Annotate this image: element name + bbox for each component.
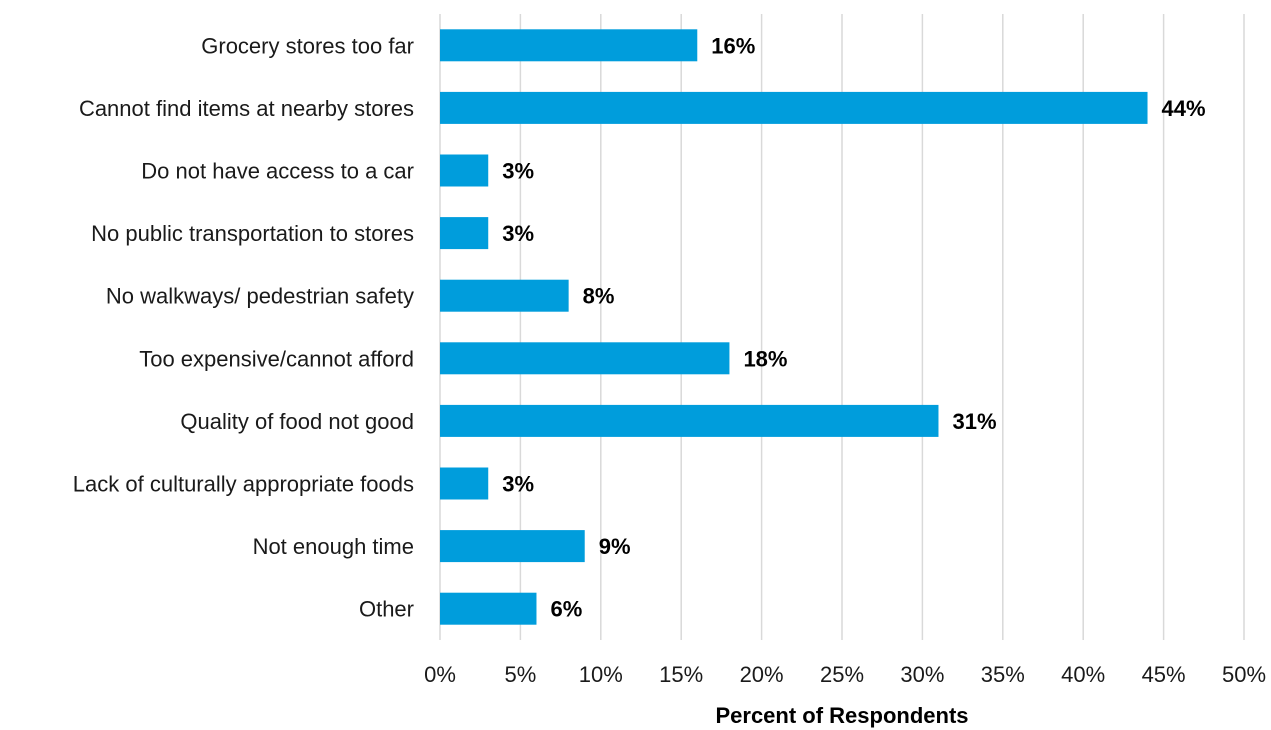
data-label: 3%	[502, 472, 534, 497]
category-label: Grocery stores too far	[201, 33, 414, 58]
bar	[440, 29, 698, 62]
bar	[440, 342, 730, 375]
bar	[440, 467, 489, 500]
data-labels: 16% 44% 3% 3% 8% 18% 31% 3% 9% 6%	[502, 33, 1205, 621]
bar	[440, 154, 489, 187]
data-label: 8%	[583, 284, 615, 309]
x-tick-label: 45%	[1142, 662, 1186, 687]
x-tick-label: 30%	[900, 662, 944, 687]
data-label: 31%	[952, 409, 996, 434]
bar	[440, 91, 1148, 124]
x-tick-label: 50%	[1222, 662, 1266, 687]
data-label: 3%	[502, 221, 534, 246]
data-label: 18%	[743, 346, 787, 371]
x-tick-labels: 0% 5% 10% 15% 20% 25% 30% 35% 40% 45% 50%	[424, 662, 1266, 687]
x-tick-label: 35%	[981, 662, 1025, 687]
x-tick-label: 5%	[505, 662, 537, 687]
x-tick-label: 0%	[424, 662, 456, 687]
x-tick-label: 20%	[740, 662, 784, 687]
data-label: 16%	[711, 33, 755, 58]
data-label: 6%	[550, 597, 582, 622]
category-label: Lack of culturally appropriate foods	[73, 472, 414, 497]
data-label: 44%	[1162, 96, 1206, 121]
category-label: Quality of food not good	[180, 409, 414, 434]
data-label: 3%	[502, 159, 534, 184]
category-label: Other	[359, 597, 414, 622]
category-labels: Grocery stores too far Cannot find items …	[73, 33, 414, 621]
x-tick-label: 25%	[820, 662, 864, 687]
category-label: Cannot find items at nearby stores	[79, 96, 414, 121]
category-label: No public transportation to stores	[91, 221, 414, 246]
bar	[440, 217, 489, 250]
data-label: 9%	[599, 534, 631, 559]
category-label: No walkways/ pedestrian safety	[106, 284, 414, 309]
bars	[440, 29, 1148, 625]
x-tick-label: 40%	[1061, 662, 1105, 687]
bar	[440, 592, 537, 625]
bar	[440, 530, 585, 563]
bar	[440, 404, 939, 437]
x-tick-label: 15%	[659, 662, 703, 687]
category-label: Do not have access to a car	[141, 159, 414, 184]
category-label: Not enough time	[253, 534, 414, 559]
x-tick-label: 10%	[579, 662, 623, 687]
bar	[440, 279, 569, 312]
x-axis-title: Percent of Respondents	[715, 703, 968, 728]
category-label: Too expensive/cannot afford	[139, 346, 414, 371]
